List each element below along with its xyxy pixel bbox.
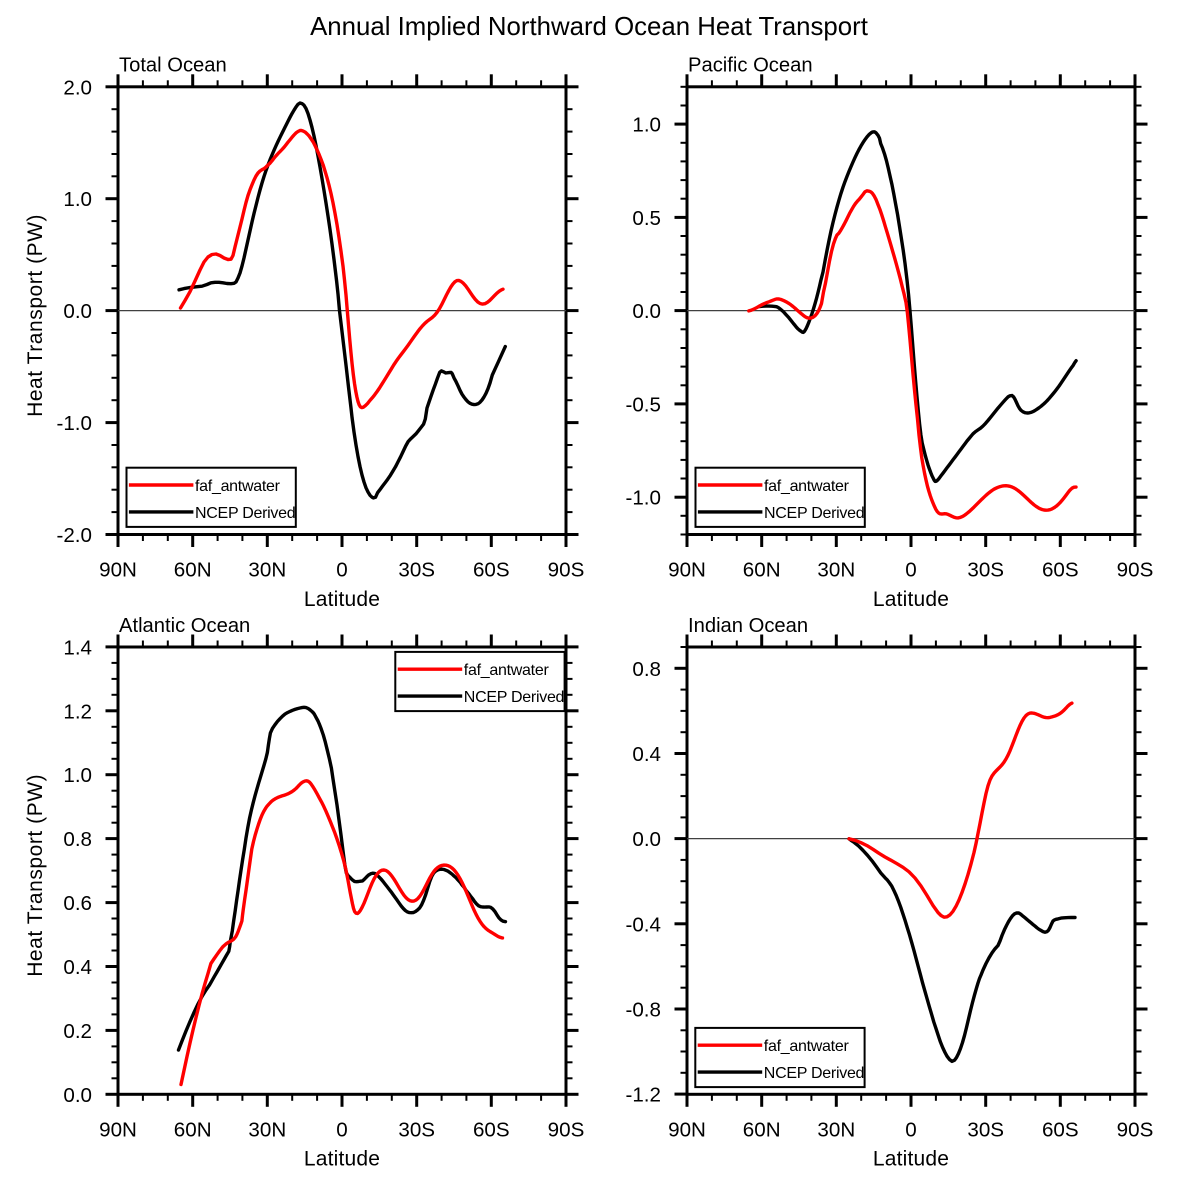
svg-text:faf_antwater: faf_antwater [764,478,850,495]
svg-text:30N: 30N [817,1119,855,1142]
svg-text:0.8: 0.8 [63,828,92,851]
svg-text:0: 0 [905,1119,916,1142]
svg-text:-1.0: -1.0 [626,487,662,510]
svg-text:1.2: 1.2 [63,700,92,723]
svg-text:0.4: 0.4 [63,956,92,979]
svg-text:-0.4: -0.4 [626,913,662,936]
svg-text:0.6: 0.6 [63,892,92,915]
svg-text:NCEP Derived: NCEP Derived [195,505,295,522]
svg-text:60S: 60S [1042,1119,1079,1142]
svg-text:Annual Implied Northward Ocean: Annual Implied Northward Ocean Heat Tran… [310,13,868,41]
svg-text:faf_antwater: faf_antwater [764,1038,850,1055]
svg-text:90N: 90N [668,558,706,581]
svg-text:2.0: 2.0 [63,76,92,99]
svg-text:0: 0 [336,1119,347,1142]
svg-text:0: 0 [905,558,916,581]
svg-text:60S: 60S [473,558,510,581]
svg-text:Latitude: Latitude [873,588,949,611]
svg-text:30N: 30N [248,1119,286,1142]
svg-text:Latitude: Latitude [873,1148,949,1171]
svg-text:faf_antwater: faf_antwater [464,662,550,679]
svg-text:Pacific Ocean: Pacific Ocean [688,55,813,77]
svg-text:0.2: 0.2 [63,1020,92,1043]
svg-text:0.0: 0.0 [63,300,92,323]
svg-text:60N: 60N [743,558,781,581]
svg-text:-2.0: -2.0 [57,524,93,547]
svg-text:0.0: 0.0 [632,300,661,323]
svg-text:30S: 30S [967,558,1004,581]
svg-text:0.4: 0.4 [632,743,661,766]
svg-text:-1.2: -1.2 [626,1084,662,1107]
svg-text:1.0: 1.0 [63,188,92,211]
svg-text:0: 0 [336,558,347,581]
svg-text:Atlantic Ocean: Atlantic Ocean [119,615,250,637]
svg-text:30N: 30N [817,558,855,581]
svg-text:Indian Ocean: Indian Ocean [688,615,808,637]
svg-text:90N: 90N [99,558,137,581]
svg-text:NCEP Derived: NCEP Derived [764,505,864,522]
svg-text:30N: 30N [248,558,286,581]
svg-text:0.0: 0.0 [63,1084,92,1107]
svg-text:90S: 90S [1117,558,1154,581]
svg-text:60N: 60N [174,1119,212,1142]
svg-text:60N: 60N [743,1119,781,1142]
svg-text:NCEP Derived: NCEP Derived [764,1065,864,1082]
svg-text:Total Ocean: Total Ocean [119,55,227,77]
svg-text:0.5: 0.5 [632,207,661,230]
svg-text:90N: 90N [668,1119,706,1142]
svg-text:30S: 30S [398,1119,435,1142]
svg-text:Latitude: Latitude [304,588,380,611]
svg-text:0.8: 0.8 [632,658,661,681]
svg-text:faf_antwater: faf_antwater [195,478,281,495]
svg-text:-1.0: -1.0 [57,412,93,435]
svg-text:1.4: 1.4 [63,636,92,659]
svg-text:Heat Transport (PW): Heat Transport (PW) [24,774,47,977]
svg-text:60S: 60S [1042,558,1079,581]
svg-text:60S: 60S [473,1119,510,1142]
svg-text:90S: 90S [1117,1119,1154,1142]
svg-text:60N: 60N [174,558,212,581]
svg-text:90S: 90S [548,1119,585,1142]
svg-text:Heat Transport (PW): Heat Transport (PW) [24,214,47,417]
svg-text:1.0: 1.0 [63,764,92,787]
svg-text:1.0: 1.0 [632,114,661,137]
svg-text:30S: 30S [967,1119,1004,1142]
svg-text:90N: 90N [99,1119,137,1142]
svg-text:Latitude: Latitude [304,1148,380,1171]
svg-text:30S: 30S [398,558,435,581]
svg-text:-0.8: -0.8 [626,999,662,1022]
svg-text:0.0: 0.0 [632,828,661,851]
svg-text:90S: 90S [548,558,585,581]
svg-text:-0.5: -0.5 [626,393,662,416]
svg-text:NCEP Derived: NCEP Derived [464,689,564,706]
